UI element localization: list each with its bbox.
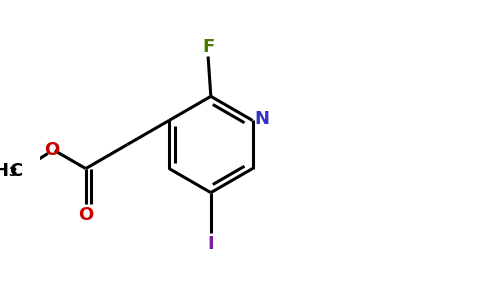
Text: H: H [0, 162, 9, 180]
Text: F: F [202, 38, 214, 56]
Text: N: N [255, 110, 270, 128]
Text: C: C [9, 162, 22, 180]
Text: I: I [208, 235, 214, 253]
Text: O: O [78, 206, 93, 224]
Text: 3: 3 [8, 166, 17, 179]
Text: O: O [45, 141, 60, 159]
